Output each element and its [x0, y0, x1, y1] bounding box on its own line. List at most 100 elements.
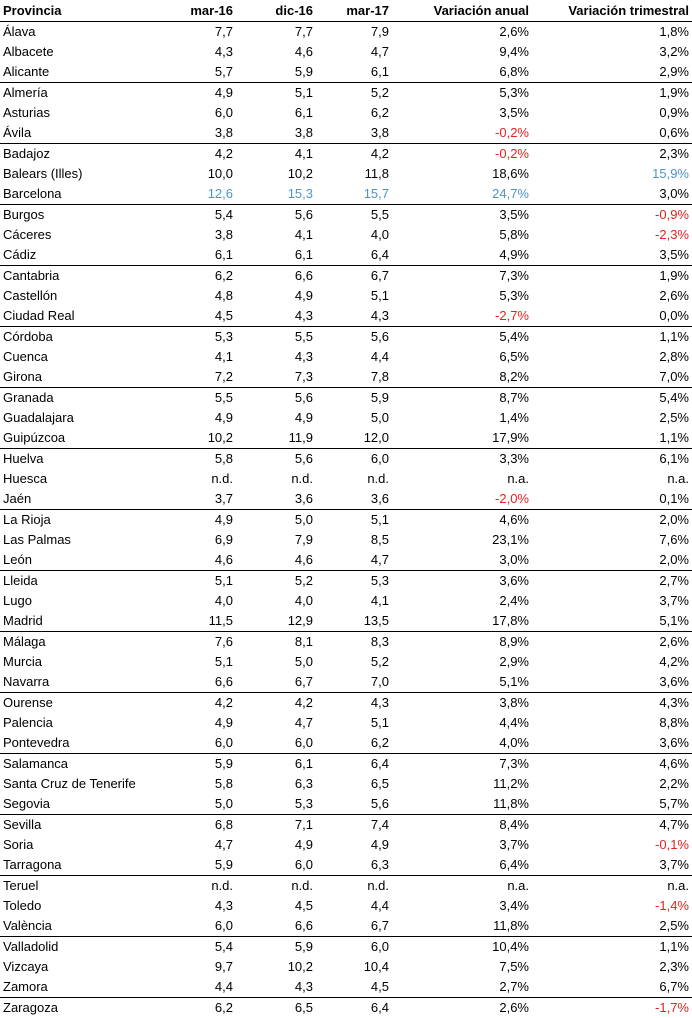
cell-variacion-trimestral: -0,9% — [532, 205, 692, 226]
cell-dic-16: 4,9 — [236, 286, 316, 306]
cell-mar-16: 5,9 — [170, 855, 236, 876]
cell-variacion-trimestral: 5,7% — [532, 794, 692, 815]
cell-mar-17: 5,6 — [316, 794, 392, 815]
cell-variacion-trimestral: 3,7% — [532, 855, 692, 876]
cell-variacion-anual: n.a. — [392, 876, 532, 897]
cell-variacion-anual: 5,4% — [392, 327, 532, 348]
cell-dic-16: 5,2 — [236, 571, 316, 592]
cell-dic-16: 5,9 — [236, 937, 316, 958]
cell-variacion-anual: -2,7% — [392, 306, 532, 327]
cell-mar-16: 4,9 — [170, 83, 236, 104]
cell-mar-16: 5,1 — [170, 571, 236, 592]
cell-dic-16: 7,1 — [236, 815, 316, 836]
cell-mar-17: n.d. — [316, 469, 392, 489]
cell-dic-16: 5,5 — [236, 327, 316, 348]
cell-provincia: Segovia — [0, 794, 170, 815]
cell-dic-16: 10,2 — [236, 957, 316, 977]
cell-variacion-trimestral: 2,3% — [532, 144, 692, 165]
cell-mar-16: 6,0 — [170, 733, 236, 754]
cell-provincia: Málaga — [0, 632, 170, 653]
cell-provincia: Santa Cruz de Tenerife — [0, 774, 170, 794]
cell-mar-16: 4,2 — [170, 693, 236, 714]
cell-dic-16: 4,5 — [236, 896, 316, 916]
cell-variacion-anual: -0,2% — [392, 123, 532, 144]
header-dic-16: dic-16 — [236, 0, 316, 22]
cell-variacion-anual: 18,6% — [392, 164, 532, 184]
cell-mar-16: 5,0 — [170, 794, 236, 815]
header-mar-17: mar-17 — [316, 0, 392, 22]
cell-dic-16: 5,0 — [236, 652, 316, 672]
cell-dic-16: 4,1 — [236, 225, 316, 245]
cell-provincia: Valladolid — [0, 937, 170, 958]
cell-mar-16: 6,0 — [170, 916, 236, 937]
cell-variacion-trimestral: 4,2% — [532, 652, 692, 672]
cell-variacion-trimestral: 3,0% — [532, 184, 692, 205]
cell-dic-16: 3,8 — [236, 123, 316, 144]
cell-mar-17: 10,4 — [316, 957, 392, 977]
cell-mar-16: 5,4 — [170, 937, 236, 958]
cell-variacion-trimestral: -2,3% — [532, 225, 692, 245]
cell-provincia: Ávila — [0, 123, 170, 144]
cell-mar-17: 3,8 — [316, 123, 392, 144]
cell-dic-16: 4,3 — [236, 977, 316, 998]
cell-mar-17: 6,0 — [316, 937, 392, 958]
cell-variacion-anual: 4,9% — [392, 245, 532, 266]
cell-provincia: Badajoz — [0, 144, 170, 165]
cell-mar-17: 5,3 — [316, 571, 392, 592]
cell-mar-17: 6,4 — [316, 754, 392, 775]
cell-mar-17: 7,0 — [316, 672, 392, 693]
cell-mar-17: 8,5 — [316, 530, 392, 550]
cell-variacion-anual: 24,7% — [392, 184, 532, 205]
cell-variacion-anual: 5,1% — [392, 672, 532, 693]
cell-mar-16: 3,7 — [170, 489, 236, 510]
cell-variacion-trimestral: n.a. — [532, 469, 692, 489]
cell-provincia: Palencia — [0, 713, 170, 733]
cell-variacion-trimestral: 3,6% — [532, 672, 692, 693]
cell-variacion-anual: n.a. — [392, 469, 532, 489]
cell-mar-17: 5,1 — [316, 286, 392, 306]
cell-mar-17: 4,5 — [316, 977, 392, 998]
cell-provincia: Huesca — [0, 469, 170, 489]
cell-dic-16: 4,2 — [236, 693, 316, 714]
cell-variacion-anual: 7,5% — [392, 957, 532, 977]
cell-variacion-trimestral: -0,1% — [532, 835, 692, 855]
cell-variacion-anual: 1,4% — [392, 408, 532, 428]
cell-mar-16: 4,0 — [170, 591, 236, 611]
cell-dic-16: 4,3 — [236, 347, 316, 367]
cell-variacion-anual: 2,4% — [392, 591, 532, 611]
cell-variacion-trimestral: 2,2% — [532, 774, 692, 794]
cell-provincia: Balears (Illes) — [0, 164, 170, 184]
cell-mar-16: 6,1 — [170, 245, 236, 266]
cell-provincia: Zamora — [0, 977, 170, 998]
header-variacion-anual: Variación anual — [392, 0, 532, 22]
cell-dic-16: 4,1 — [236, 144, 316, 165]
cell-mar-17: 6,7 — [316, 266, 392, 287]
cell-provincia: Alicante — [0, 62, 170, 83]
cell-mar-17: 4,3 — [316, 306, 392, 327]
cell-provincia: Cantabria — [0, 266, 170, 287]
cell-mar-17: 4,7 — [316, 550, 392, 571]
cell-mar-16: 6,0 — [170, 103, 236, 123]
cell-dic-16: 6,7 — [236, 672, 316, 693]
cell-variacion-trimestral: 4,6% — [532, 754, 692, 775]
cell-variacion-trimestral: 0,9% — [532, 103, 692, 123]
cell-variacion-anual: 4,4% — [392, 713, 532, 733]
cell-variacion-anual: 9,4% — [392, 42, 532, 62]
cell-mar-16: 6,8 — [170, 815, 236, 836]
cell-dic-16: 6,1 — [236, 103, 316, 123]
cell-mar-16: 5,3 — [170, 327, 236, 348]
cell-variacion-trimestral: 5,1% — [532, 611, 692, 632]
cell-dic-16: 7,9 — [236, 530, 316, 550]
cell-dic-16: 6,5 — [236, 998, 316, 1018]
